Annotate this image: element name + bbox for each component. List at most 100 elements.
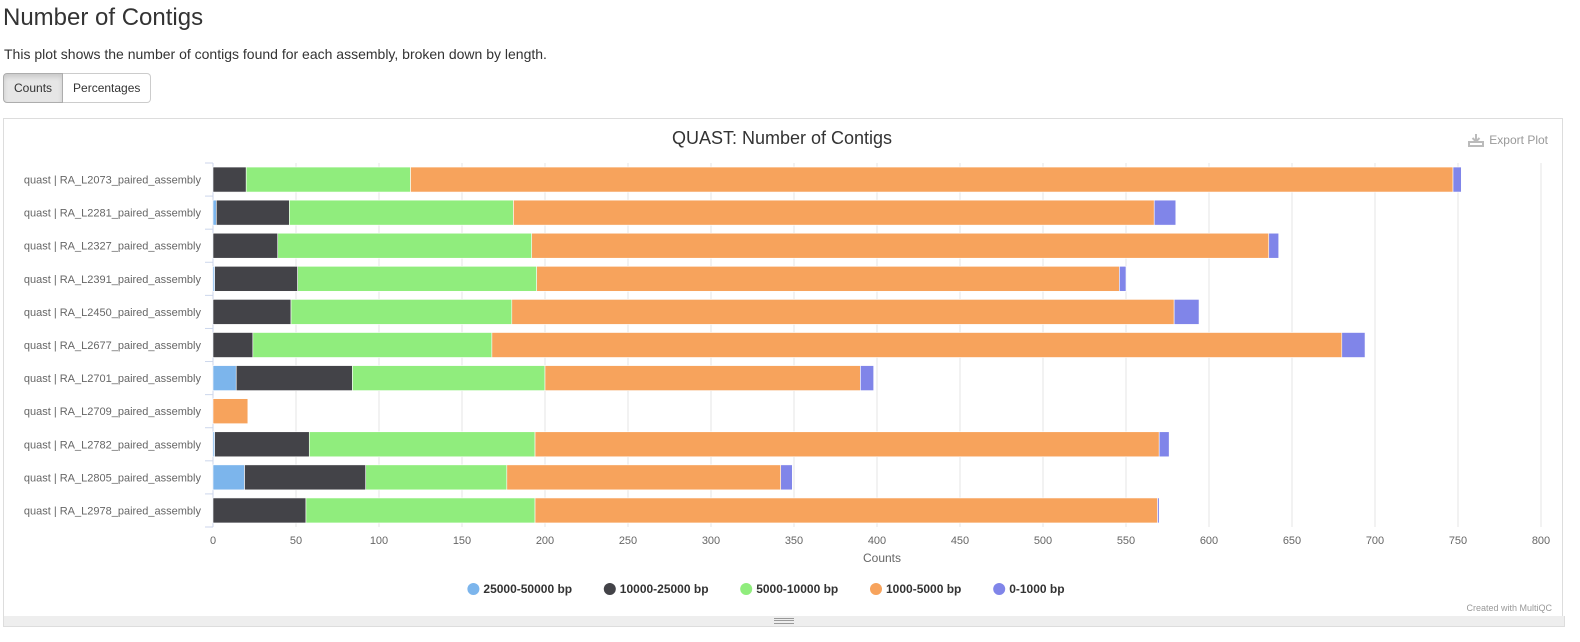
multiqc-credit[interactable]: Created with MultiQC bbox=[1466, 603, 1552, 613]
category-label: quast | RA_L2978_paired_assembly bbox=[24, 505, 202, 517]
bar-segment[interactable] bbox=[212, 166, 247, 193]
legend-item[interactable]: 0-1000 bp bbox=[993, 582, 1065, 596]
bar-segment[interactable] bbox=[244, 464, 367, 491]
x-axis-title: Counts bbox=[863, 551, 901, 565]
counts-button[interactable]: Counts bbox=[3, 73, 64, 103]
bar-segment[interactable] bbox=[216, 199, 290, 226]
bar-segment[interactable] bbox=[1119, 266, 1127, 292]
bar-segment[interactable] bbox=[252, 332, 493, 358]
category-label: quast | RA_L2391_paired_assembly bbox=[24, 274, 202, 286]
bar-segment[interactable] bbox=[245, 166, 411, 193]
bar-segment[interactable] bbox=[297, 266, 537, 292]
x-tick-label: 650 bbox=[1283, 535, 1301, 547]
x-tick-label: 100 bbox=[370, 535, 388, 547]
bar-segment[interactable] bbox=[506, 464, 782, 491]
category-label: quast | RA_L2281_paired_assembly bbox=[24, 208, 202, 220]
bar-segment[interactable] bbox=[544, 365, 861, 391]
export-plot-label: Export Plot bbox=[1489, 133, 1548, 147]
bar-segment[interactable] bbox=[290, 299, 513, 325]
bar-segment[interactable] bbox=[1157, 497, 1160, 524]
page-description: This plot shows the number of contigs fo… bbox=[4, 46, 547, 62]
bar-segment[interactable] bbox=[212, 332, 254, 358]
x-tick-label: 250 bbox=[619, 535, 637, 547]
bar-segment[interactable] bbox=[212, 398, 249, 424]
bar-segment[interactable] bbox=[289, 199, 514, 226]
bar-segment[interactable] bbox=[860, 365, 874, 391]
x-tick-label: 0 bbox=[210, 535, 216, 547]
chart-legend: 25000-50000 bp 10000-25000 bp 5000-10000 b… bbox=[467, 582, 1065, 596]
category-label: quast | RA_L2805_paired_assembly bbox=[24, 472, 202, 484]
legend-marker bbox=[870, 583, 882, 595]
x-tick-label: 600 bbox=[1200, 535, 1218, 547]
category-label: quast | RA_L2677_paired_assembly bbox=[24, 340, 202, 352]
bar-segment[interactable] bbox=[534, 431, 1160, 458]
x-tick-label: 400 bbox=[868, 535, 886, 547]
bar-segment[interactable] bbox=[534, 497, 1158, 524]
bar-segment[interactable] bbox=[1153, 199, 1177, 226]
x-tick-label: 750 bbox=[1449, 535, 1467, 547]
bar-segment[interactable] bbox=[780, 464, 793, 491]
bar-segment[interactable] bbox=[235, 365, 353, 391]
bar-segment[interactable] bbox=[531, 232, 1270, 259]
bar-segment[interactable] bbox=[1158, 431, 1170, 458]
bar-segment[interactable] bbox=[212, 497, 307, 524]
bar-segment[interactable] bbox=[212, 232, 279, 259]
legend-item[interactable]: 25000-50000 bp bbox=[467, 582, 572, 596]
bar-segment[interactable] bbox=[277, 232, 533, 259]
x-tick-label: 450 bbox=[951, 535, 969, 547]
legend-marker bbox=[740, 583, 753, 595]
x-tick-label: 700 bbox=[1366, 535, 1384, 547]
category-label: quast | RA_L2073_paired_assembly bbox=[24, 175, 202, 187]
plot-resize-handle[interactable] bbox=[3, 616, 1565, 627]
legend-label: 25000-50000 bp bbox=[483, 582, 572, 596]
bar-segment[interactable] bbox=[212, 365, 237, 391]
bar-segment[interactable] bbox=[513, 199, 1155, 226]
legend-label: 10000-25000 bp bbox=[620, 582, 709, 596]
bar-segment[interactable] bbox=[410, 166, 1454, 193]
bar-segment[interactable] bbox=[214, 266, 298, 292]
legend-label: 5000-10000 bp bbox=[756, 582, 838, 596]
x-tick-label: 300 bbox=[702, 535, 720, 547]
category-label: quast | RA_L2450_paired_assembly bbox=[24, 307, 202, 319]
bar-segment[interactable] bbox=[536, 266, 1120, 292]
category-label: quast | RA_L2327_paired_assembly bbox=[24, 241, 202, 253]
bar-segment[interactable] bbox=[305, 497, 536, 524]
bar-segment[interactable] bbox=[1341, 332, 1366, 358]
x-tick-label: 500 bbox=[1034, 535, 1052, 547]
x-tick-label: 550 bbox=[1117, 535, 1135, 547]
legend-marker bbox=[603, 583, 616, 595]
plot-mode-toggle: Counts Percentages bbox=[3, 73, 152, 103]
bar-segment[interactable] bbox=[1452, 166, 1462, 193]
legend-label: 0-1000 bp bbox=[1009, 582, 1064, 596]
x-tick-label: 50 bbox=[290, 535, 302, 547]
legend-marker bbox=[467, 583, 480, 595]
legend-label: 1000-5000 bp bbox=[886, 582, 961, 596]
bar-segment[interactable] bbox=[1173, 299, 1200, 325]
legend-item[interactable]: 5000-10000 bp bbox=[740, 582, 838, 596]
bar-segment[interactable] bbox=[212, 299, 292, 325]
bar-segment[interactable] bbox=[491, 332, 1343, 358]
percentages-button[interactable]: Percentages bbox=[63, 73, 152, 103]
grip-icon bbox=[774, 618, 794, 624]
legend-marker bbox=[993, 583, 1006, 595]
download-icon bbox=[1468, 134, 1485, 147]
bar-segment[interactable] bbox=[308, 431, 536, 458]
bar-segment[interactable] bbox=[365, 464, 508, 491]
bar-segment[interactable] bbox=[212, 199, 217, 226]
category-label: quast | RA_L2782_paired_assembly bbox=[24, 439, 202, 451]
chart-title: QUAST: Number of Contigs bbox=[672, 128, 892, 148]
bar-segment[interactable] bbox=[511, 299, 1175, 325]
page-title: Number of Contigs bbox=[3, 4, 204, 31]
export-plot-button[interactable]: Export Plot bbox=[1468, 133, 1548, 147]
bar-segment[interactable] bbox=[352, 365, 546, 391]
bar-segment[interactable] bbox=[212, 464, 245, 491]
bar-segment[interactable] bbox=[1268, 232, 1280, 259]
x-tick-label: 800 bbox=[1532, 535, 1550, 547]
legend-item[interactable]: 10000-25000 bp bbox=[603, 582, 709, 596]
legend-item[interactable]: 1000-5000 bp bbox=[870, 582, 961, 596]
bar-segment[interactable] bbox=[214, 431, 310, 458]
x-tick-label: 200 bbox=[536, 535, 554, 547]
